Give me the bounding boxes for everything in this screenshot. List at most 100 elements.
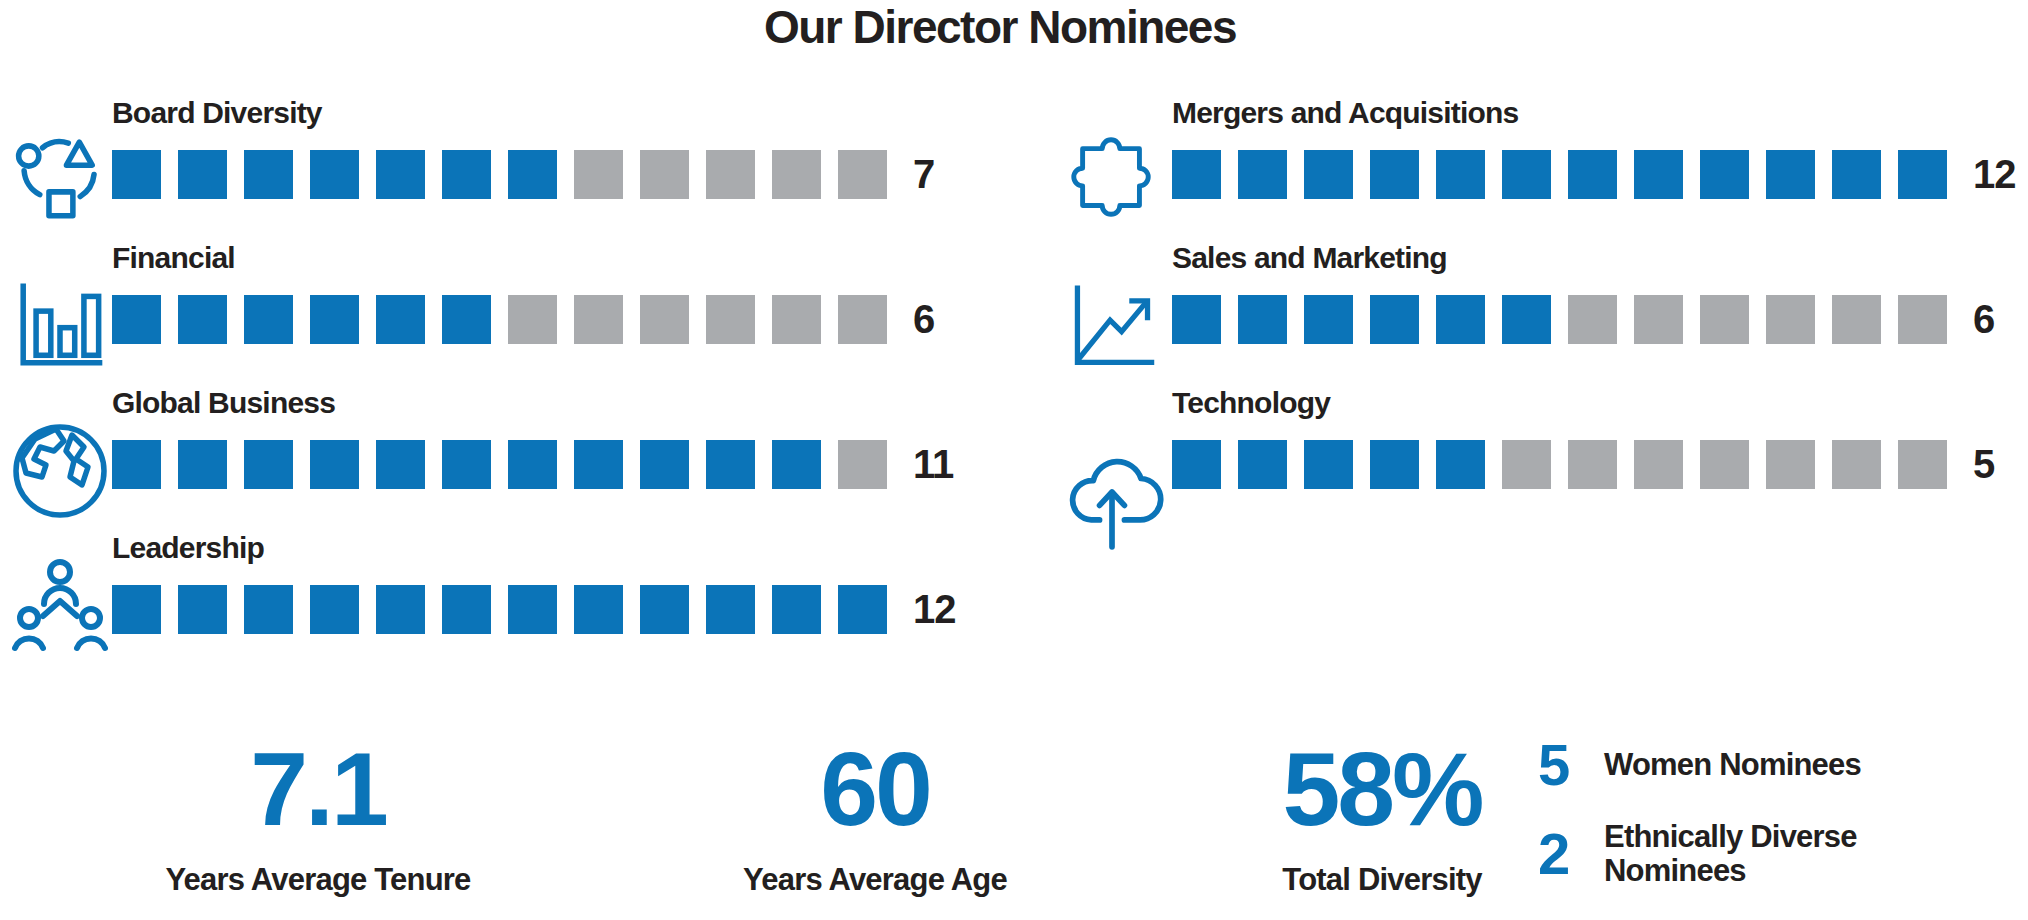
skill-label: Mergers and Acquisitions <box>1172 95 2028 131</box>
unit-square-empty <box>1700 295 1749 344</box>
unit-square-empty <box>706 150 755 199</box>
unit-square-filled <box>376 585 425 634</box>
unit-square-filled <box>244 585 293 634</box>
unit-square-filled <box>1436 440 1485 489</box>
trend-chart-icon <box>1052 240 1172 385</box>
diversity-shapes-icon <box>8 95 112 240</box>
unit-square-empty <box>1634 295 1683 344</box>
unit-square-filled <box>574 440 623 489</box>
unit-square-empty <box>838 295 887 344</box>
skill-row-body: Technology 5 <box>1172 385 2028 530</box>
unit-square-filled <box>1370 295 1419 344</box>
unit-square-filled <box>1436 150 1485 199</box>
unit-square-empty <box>1568 440 1617 489</box>
ethnically-diverse-nominees-item: 2 Ethnically Diverse Nominees <box>1538 820 2008 888</box>
unit-square-filled <box>640 585 689 634</box>
unit-square-empty <box>1832 295 1881 344</box>
stat-average-age: 60 Years Average Age <box>675 742 1075 898</box>
unit-square-empty <box>1766 440 1815 489</box>
skills-column-left: Board Diversity 7 Financial 6 <box>8 95 968 675</box>
unit-square-filled <box>442 585 491 634</box>
people-hierarchy-icon <box>8 530 112 675</box>
unit-square-empty <box>1898 295 1947 344</box>
unit-square-filled <box>1304 150 1353 199</box>
skill-count: 6 <box>1973 297 1994 342</box>
skill-count: 11 <box>913 442 953 487</box>
skill-row-body: Financial 6 <box>112 240 968 385</box>
unit-square-empty <box>640 150 689 199</box>
unit-square-filled <box>178 150 227 199</box>
stat-value: 58% <box>1222 742 1542 838</box>
unit-square-filled <box>178 585 227 634</box>
puzzle-icon <box>1052 95 1172 240</box>
skill-squares <box>112 440 887 489</box>
unit-square-empty <box>1634 440 1683 489</box>
unit-square-filled <box>376 440 425 489</box>
unit-square-filled <box>1304 440 1353 489</box>
unit-square-filled <box>1700 150 1749 199</box>
cloud-upload-icon <box>1052 385 1172 530</box>
skill-count: 6 <box>913 297 934 342</box>
stat-caption: Years Average Tenure <box>118 862 518 898</box>
unit-square-filled <box>310 585 359 634</box>
unit-square-filled <box>508 150 557 199</box>
unit-square-empty <box>1700 440 1749 489</box>
unit-square-filled <box>1172 150 1221 199</box>
unit-square-filled <box>1502 295 1551 344</box>
skill-label: Technology <box>1172 385 2028 421</box>
page-title: Our Director Nominees <box>0 0 2000 54</box>
unit-square-filled <box>772 440 821 489</box>
bar-chart-icon <box>8 240 112 385</box>
unit-square-filled <box>1502 150 1551 199</box>
stat-average-tenure: 7.1 Years Average Tenure <box>118 742 518 898</box>
unit-square-filled <box>178 440 227 489</box>
skill-label: Sales and Marketing <box>1172 240 2028 276</box>
skill-row-body: Board Diversity 7 <box>112 95 968 240</box>
unit-square-empty <box>1898 440 1947 489</box>
unit-square-empty <box>640 295 689 344</box>
unit-square-filled <box>772 585 821 634</box>
unit-square-empty <box>508 295 557 344</box>
unit-square-empty <box>772 295 821 344</box>
nominee-counts: 5 Women Nominees 2 Ethnically Diverse No… <box>1538 736 2008 914</box>
unit-square-filled <box>838 585 887 634</box>
unit-square-filled <box>442 150 491 199</box>
stat-caption: Total Diversity <box>1222 862 1542 898</box>
unit-square-empty <box>838 150 887 199</box>
unit-square-filled <box>310 440 359 489</box>
skill-row-leadership: Leadership 12 <box>8 530 968 675</box>
stat-total-diversity: 58% Total Diversity <box>1222 742 1542 898</box>
skill-squares <box>112 150 887 199</box>
skill-squares <box>1172 150 1947 199</box>
skill-count: 7 <box>913 152 934 197</box>
stat-caption: Years Average Age <box>675 862 1075 898</box>
skill-row-global-business: Global Business 11 <box>8 385 968 530</box>
unit-square-filled <box>1898 150 1947 199</box>
unit-square-filled <box>310 150 359 199</box>
skill-label: Leadership <box>112 530 968 566</box>
unit-square-filled <box>1568 150 1617 199</box>
skill-row-technology: Technology 5 <box>1052 385 2028 530</box>
unit-square-filled <box>1766 150 1815 199</box>
nominee-count-label: Ethnically Diverse Nominees <box>1604 820 1904 888</box>
unit-square-filled <box>178 295 227 344</box>
skill-row-body: Sales and Marketing 6 <box>1172 240 2028 385</box>
unit-square-filled <box>1304 295 1353 344</box>
skill-count: 12 <box>913 587 956 632</box>
skill-squares <box>1172 295 1947 344</box>
unit-square-filled <box>1238 440 1287 489</box>
unit-square-empty <box>706 295 755 344</box>
unit-square-filled <box>508 440 557 489</box>
unit-square-empty <box>1568 295 1617 344</box>
unit-square-filled <box>1172 440 1221 489</box>
skill-row-board-diversity: Board Diversity 7 <box>8 95 968 240</box>
skill-row-mergers-acquisitions: Mergers and Acquisitions 12 <box>1052 95 2028 240</box>
skill-count: 12 <box>1973 152 2016 197</box>
unit-square-filled <box>508 585 557 634</box>
nominee-count-label: Women Nominees <box>1604 748 1904 782</box>
skill-label: Global Business <box>112 385 968 421</box>
unit-square-filled <box>1370 440 1419 489</box>
unit-square-filled <box>1436 295 1485 344</box>
stat-value: 7.1 <box>118 742 518 838</box>
unit-square-filled <box>310 295 359 344</box>
